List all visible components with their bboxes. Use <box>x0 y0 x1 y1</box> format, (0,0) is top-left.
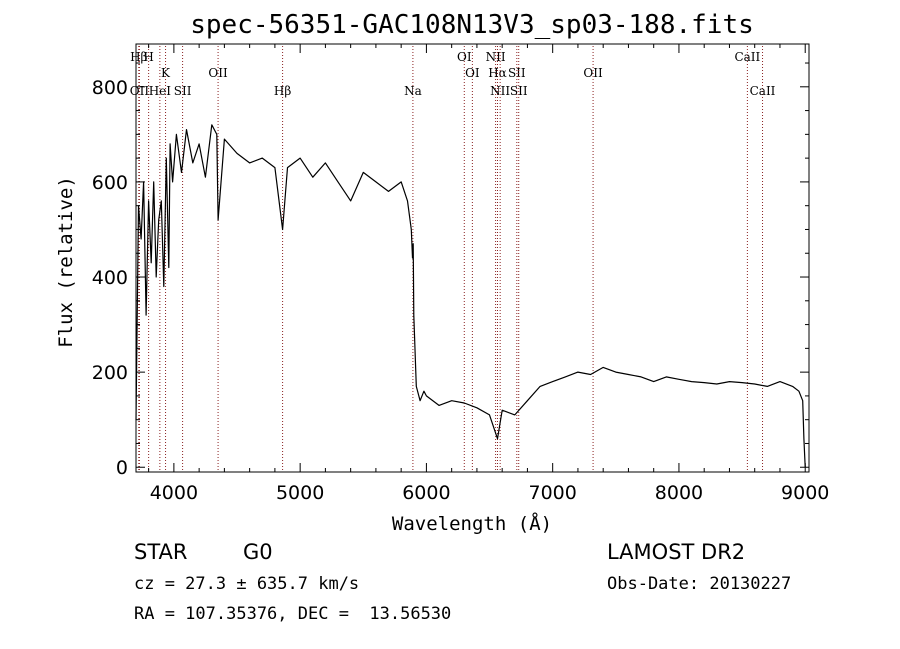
spectral-line-label: NII <box>490 84 510 98</box>
spectral-line-label: Na <box>404 84 422 98</box>
redshift-readout: cz = 27.3 ± 635.7 km/s <box>134 574 360 594</box>
spectral-line-label: HeI <box>149 84 172 98</box>
x-tick-label: 4000 <box>150 482 198 504</box>
obs-date: Obs-Date: 20130227 <box>607 574 792 594</box>
spectral-line-label: OI <box>457 50 472 64</box>
x-tick-label: 5000 <box>276 482 324 504</box>
spectral-line-label: SII <box>508 66 526 80</box>
spectral-line-label: OII <box>583 66 603 80</box>
y-tick-label: 0 <box>116 457 128 479</box>
spectral-line-label: SII <box>510 84 528 98</box>
spectral-line-label: NII <box>486 50 506 64</box>
spectral-line-label: SII <box>174 84 192 98</box>
x-tick-label: 7000 <box>528 482 576 504</box>
y-tick-label: 800 <box>92 77 128 99</box>
spectral-line-label: OI <box>465 66 480 80</box>
y-tick-label: 600 <box>92 172 128 194</box>
coordinates: RA = 107.35376, DEC = 13.56530 <box>134 604 452 624</box>
plot-frame <box>135 43 810 473</box>
chart-title: spec-56351-GAC108N13V3_sp03-188.fits <box>190 10 754 40</box>
y-tick-label: 400 <box>92 267 128 289</box>
spectral-line-label: CaII <box>750 84 776 98</box>
survey-name: LAMOST DR2 <box>607 540 746 564</box>
spectral-line-label: Hβ <box>274 84 291 98</box>
spectral-line-label: Hβ <box>130 50 147 64</box>
object-subclass: G0 <box>243 540 273 564</box>
x-tick-label: 8000 <box>655 482 703 504</box>
x-axis-label: Wavelength (Å) <box>392 512 552 535</box>
y-axis-label: Flux (relative) <box>55 176 77 348</box>
spectral-line-label: CaII <box>734 50 760 64</box>
spectral-line-label: H <box>143 50 153 64</box>
spectral-line-label: K <box>161 66 171 80</box>
spectral-line-label: OII <box>208 66 228 80</box>
object-class: STAR <box>134 540 188 564</box>
x-tick-label: 6000 <box>402 482 450 504</box>
spectrum-layer <box>135 124 806 468</box>
spectral-line-label: OII <box>130 84 150 98</box>
axes-ticks: 4000 5000 6000 7000 8000 9000 0 200 400 600 800 <box>92 44 829 504</box>
spectrum-line <box>135 124 806 468</box>
x-tick-label: 9000 <box>781 482 829 504</box>
spectral-line-label: Hα <box>488 66 507 80</box>
y-tick-label: 200 <box>92 362 128 384</box>
